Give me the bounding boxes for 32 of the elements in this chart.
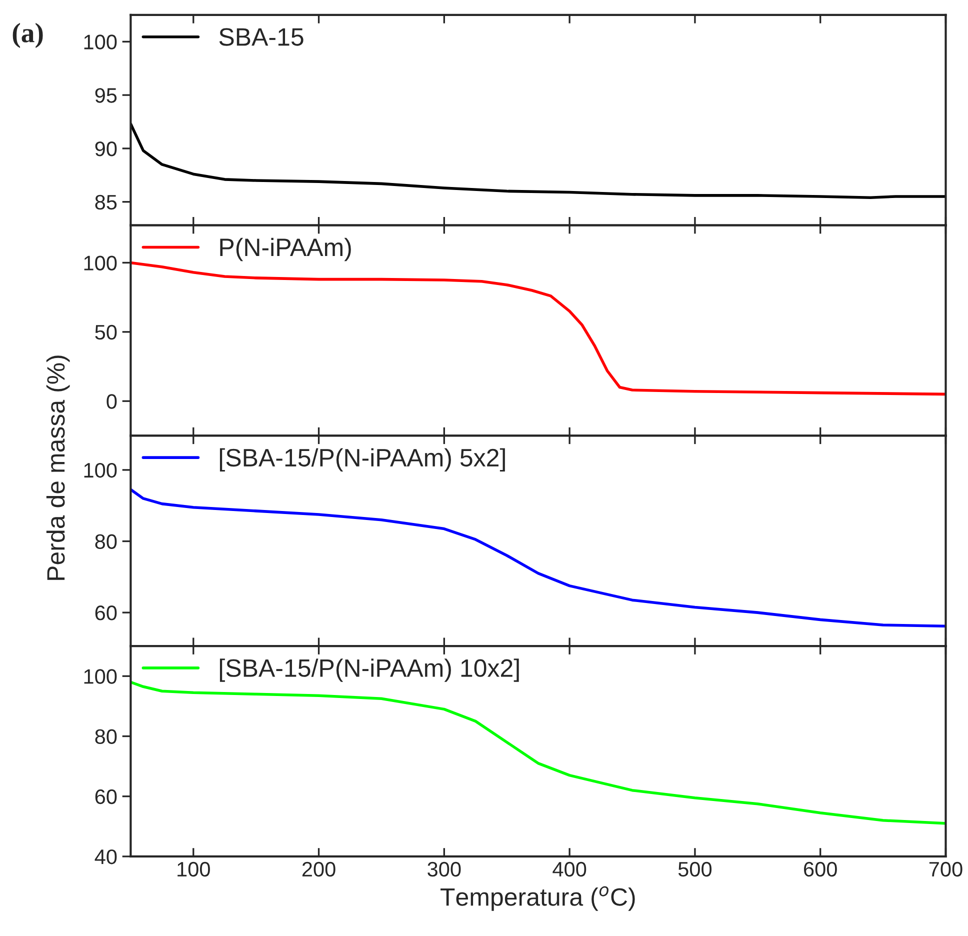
x-tick-label: 600 [804, 862, 837, 877]
legend-label: P(N-iPAAm) [220, 238, 351, 262]
y-tick-label: 100 [84, 34, 117, 50]
x-axis-title: Temperatura ($^{o}$C) [440, 886, 635, 911]
y-tick-label: 60 [95, 789, 117, 804]
x-tick-label: 500 [678, 862, 712, 877]
y-tick-label: 95 [95, 88, 117, 103]
x-tick-label: 200 [302, 862, 336, 877]
x-tick-label: 700 [929, 862, 962, 877]
y-tick-label: 100 [84, 669, 117, 684]
x-tick-label: 100 [178, 862, 210, 877]
y-tick-label: 80 [95, 729, 117, 744]
line-series [130, 680, 946, 825]
legend-label: [SBA-15/P(N-iPAAm) 10x2] [220, 658, 519, 682]
line-series [130, 122, 946, 199]
y-tick-label: 0 [106, 394, 117, 409]
legend-label: [SBA-15/P(N-iPAAm) 5x2] [220, 448, 505, 472]
y-tick-label: 50 [95, 324, 117, 340]
line-series [130, 488, 946, 628]
x-tick-label: 400 [552, 862, 586, 877]
x-tick-label: 300 [428, 862, 461, 877]
y-tick-label: 85 [95, 194, 117, 210]
y-tick-label: 40 [94, 849, 117, 864]
legend-label: SBA-15 [219, 28, 304, 46]
y-tick-label: 80 [95, 534, 117, 549]
line-series [130, 261, 946, 396]
chart-title: (a) [12, 22, 43, 48]
y-axis-title: Perda de massa (%) [46, 356, 70, 580]
y-tick-label: 60 [95, 606, 117, 620]
y-tick-label: 90 [95, 141, 117, 156]
y-tick-label: 100 [84, 462, 117, 478]
y-tick-label: 100 [84, 256, 117, 270]
